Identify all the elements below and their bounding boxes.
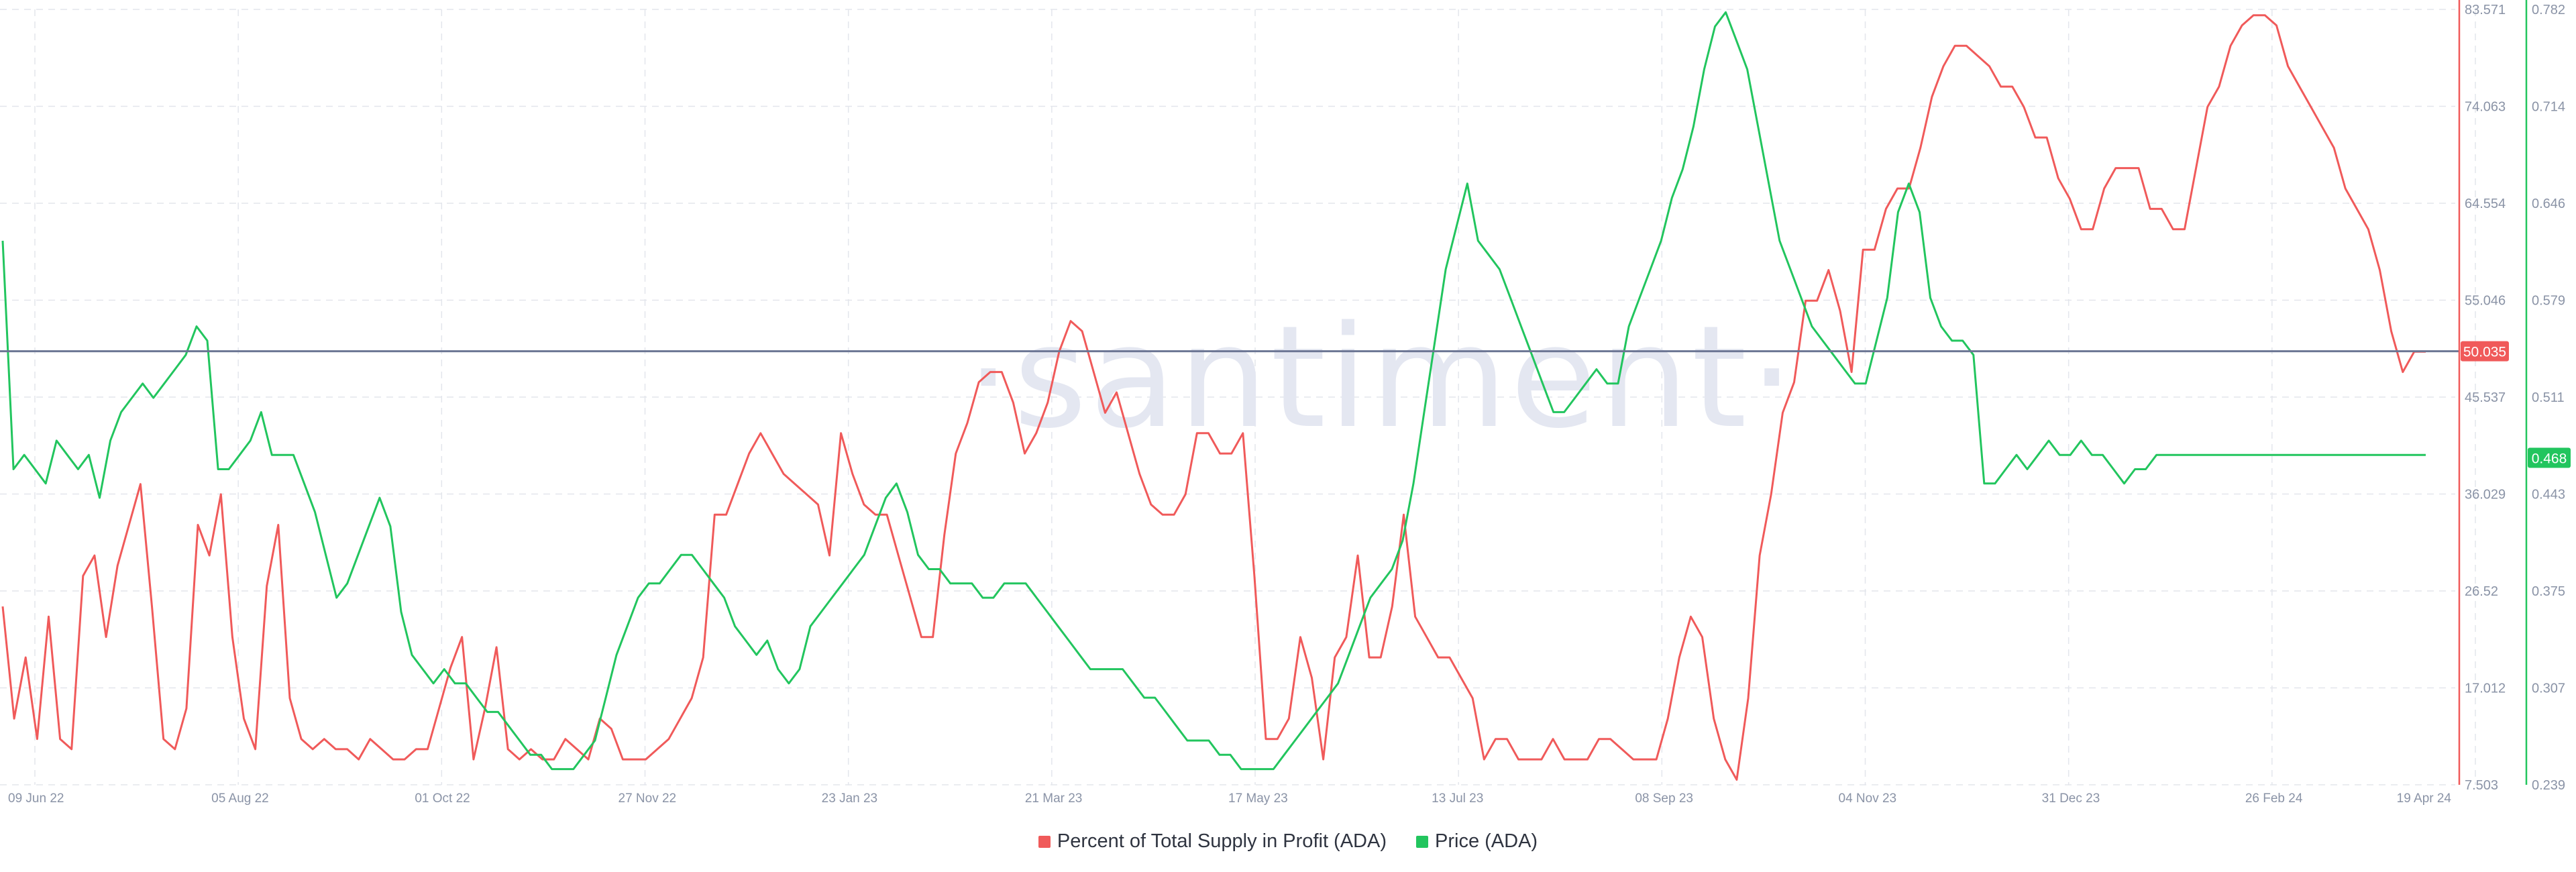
x-tick-label: 17 May 23 — [1228, 792, 1288, 806]
x-tick-label: 26 Feb 24 — [2245, 792, 2303, 806]
x-tick-label: 31 Dec 23 — [2042, 792, 2100, 806]
x-axis-ticks: 09 Jun 22 05 Aug 22 01 Oct 22 27 Nov 22 23 J… — [8, 792, 2451, 806]
y-tick-supply: 7.503 — [2465, 778, 2498, 793]
y-tick-price: 0.307 — [2532, 682, 2565, 696]
legend-swatch-price — [1416, 835, 1428, 848]
legend-item-supply[interactable]: Percent of Total Supply in Profit (ADA) — [1038, 830, 1387, 853]
y-tick-supply: 36.029 — [2465, 488, 2506, 502]
legend-label-supply: Percent of Total Supply in Profit (ADA) — [1057, 830, 1387, 852]
y-tick-price: 0.579 — [2532, 294, 2565, 309]
supply-line — [1, 14, 2426, 781]
x-tick-label: 23 Jan 23 — [822, 792, 877, 806]
y-tick-supply: 45.537 — [2465, 390, 2506, 405]
y-axis-price: 0.782 0.714 0.646 0.579 0.511 0.443 0.375 0.307… — [2525, 0, 2565, 793]
y-tick-supply: 74.063 — [2465, 100, 2506, 115]
y-tick-price: 0.375 — [2532, 584, 2565, 599]
x-tick-label: 19 Apr 24 — [2397, 792, 2452, 806]
y-tick-price: 0.239 — [2532, 778, 2565, 793]
y-tick-price: 0.646 — [2532, 197, 2565, 211]
y-tick-supply: 17.012 — [2465, 682, 2506, 696]
y-axis-supply: 83.571 74.063 64.554 55.046 45.537 36.029 26.5… — [2458, 0, 2506, 793]
x-tick-label: 21 Mar 23 — [1025, 792, 1083, 806]
santiment-watermark: ·santiment· — [966, 295, 1797, 459]
x-tick-label: 27 Nov 22 — [619, 792, 677, 806]
value-badges: 50.035 0.468 — [2461, 341, 2571, 468]
x-tick-label: 09 Jun 22 — [8, 792, 64, 806]
y-tick-price: 0.511 — [2532, 390, 2565, 405]
y-tick-supply: 55.046 — [2465, 294, 2506, 309]
legend-item-price[interactable]: Price (ADA) — [1416, 830, 1538, 853]
x-tick-label: 04 Nov 23 — [1839, 792, 1897, 806]
x-tick-label: 01 Oct 22 — [415, 792, 470, 806]
y-tick-price: 0.782 — [2532, 3, 2565, 17]
x-tick-label: 13 Jul 23 — [1432, 792, 1483, 806]
price-line — [1, 11, 2426, 771]
supply-value-badge-label: 50.035 — [2463, 345, 2506, 360]
x-tick-label: 05 Aug 22 — [211, 792, 269, 806]
price-value-badge-label: 0.468 — [2532, 451, 2567, 466]
price-value-badge — [2528, 447, 2571, 468]
legend: Percent of Total Supply in Profit (ADA) … — [0, 830, 2576, 853]
x-tick-label: 08 Sep 23 — [1635, 792, 1693, 806]
y-tick-supply: 26.52 — [2465, 584, 2498, 599]
y-tick-supply: 64.554 — [2465, 197, 2506, 211]
y-tick-supply: 83.571 — [2465, 3, 2506, 17]
chart-grid — [0, 9, 2476, 785]
supply-value-badge — [2461, 341, 2509, 362]
y-tick-price: 0.443 — [2532, 488, 2565, 502]
y-tick-price: 0.714 — [2532, 100, 2565, 115]
legend-swatch-supply — [1038, 835, 1051, 848]
legend-label-price: Price (ADA) — [1435, 830, 1538, 852]
price-series — [1, 11, 2426, 771]
supply-series — [1, 14, 2426, 781]
